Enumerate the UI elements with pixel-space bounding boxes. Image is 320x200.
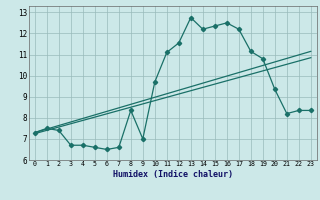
X-axis label: Humidex (Indice chaleur): Humidex (Indice chaleur) (113, 170, 233, 179)
